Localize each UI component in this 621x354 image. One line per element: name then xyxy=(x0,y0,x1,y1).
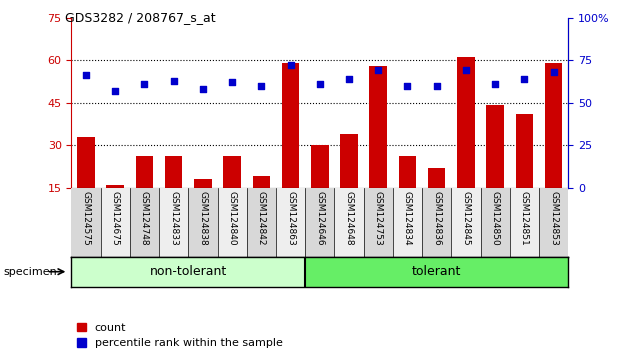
Bar xyxy=(217,188,247,257)
Bar xyxy=(515,114,533,230)
Text: GSM124646: GSM124646 xyxy=(315,191,324,246)
Bar xyxy=(369,66,387,230)
Text: GSM124753: GSM124753 xyxy=(374,191,383,246)
Bar xyxy=(305,188,335,257)
Bar xyxy=(165,156,183,230)
Text: GSM124748: GSM124748 xyxy=(140,191,149,246)
Point xyxy=(227,79,237,85)
Bar xyxy=(486,105,504,230)
Point xyxy=(490,81,500,87)
Text: tolerant: tolerant xyxy=(412,265,461,278)
Bar xyxy=(71,257,305,287)
Text: specimen: specimen xyxy=(3,267,57,277)
Bar xyxy=(101,188,130,257)
Point xyxy=(315,81,325,87)
Bar xyxy=(188,188,217,257)
Bar xyxy=(106,185,124,230)
Bar xyxy=(451,188,481,257)
Bar xyxy=(130,188,159,257)
Point xyxy=(198,86,208,92)
Bar xyxy=(399,156,416,230)
Text: GSM124836: GSM124836 xyxy=(432,191,441,246)
Text: GSM124838: GSM124838 xyxy=(199,191,207,246)
Bar xyxy=(305,257,568,287)
Bar xyxy=(159,188,188,257)
Point xyxy=(373,68,383,73)
Bar xyxy=(311,145,329,230)
Bar xyxy=(393,188,422,257)
Text: GSM124575: GSM124575 xyxy=(81,191,91,246)
Point xyxy=(344,76,354,82)
Bar xyxy=(510,188,539,257)
Point xyxy=(286,62,296,68)
Text: GSM124648: GSM124648 xyxy=(345,191,353,246)
Text: GSM124853: GSM124853 xyxy=(549,191,558,246)
Bar xyxy=(457,57,474,230)
Text: GSM124842: GSM124842 xyxy=(257,191,266,246)
Point xyxy=(548,69,558,75)
Text: GDS3282 / 208767_s_at: GDS3282 / 208767_s_at xyxy=(65,11,216,24)
Bar xyxy=(194,179,212,230)
Point xyxy=(111,88,120,93)
Bar xyxy=(136,156,153,230)
Text: GSM124845: GSM124845 xyxy=(461,191,471,246)
Bar xyxy=(545,63,563,230)
Text: GSM124851: GSM124851 xyxy=(520,191,529,246)
Bar xyxy=(335,188,364,257)
Point xyxy=(256,83,266,88)
Text: GSM124833: GSM124833 xyxy=(169,191,178,246)
Point xyxy=(81,73,91,78)
Point xyxy=(432,83,442,88)
Text: GSM124863: GSM124863 xyxy=(286,191,295,246)
Text: GSM124834: GSM124834 xyxy=(403,191,412,246)
Point xyxy=(461,68,471,73)
Text: GSM124850: GSM124850 xyxy=(491,191,500,246)
Point xyxy=(140,81,150,87)
Bar xyxy=(364,188,393,257)
Bar xyxy=(428,168,445,230)
Bar xyxy=(247,188,276,257)
Text: non-tolerant: non-tolerant xyxy=(150,265,227,278)
Bar xyxy=(276,188,305,257)
Bar xyxy=(481,188,510,257)
Bar xyxy=(253,176,270,230)
Bar xyxy=(224,156,241,230)
Text: GSM124840: GSM124840 xyxy=(228,191,237,246)
Legend: count, percentile rank within the sample: count, percentile rank within the sample xyxy=(77,322,283,348)
Bar xyxy=(282,63,299,230)
Bar xyxy=(71,188,101,257)
Bar xyxy=(77,137,95,230)
Text: GSM124675: GSM124675 xyxy=(111,191,120,246)
Point xyxy=(402,83,412,88)
Point xyxy=(169,78,179,84)
Bar xyxy=(539,188,568,257)
Bar xyxy=(422,188,451,257)
Bar xyxy=(340,134,358,230)
Point xyxy=(519,76,529,82)
